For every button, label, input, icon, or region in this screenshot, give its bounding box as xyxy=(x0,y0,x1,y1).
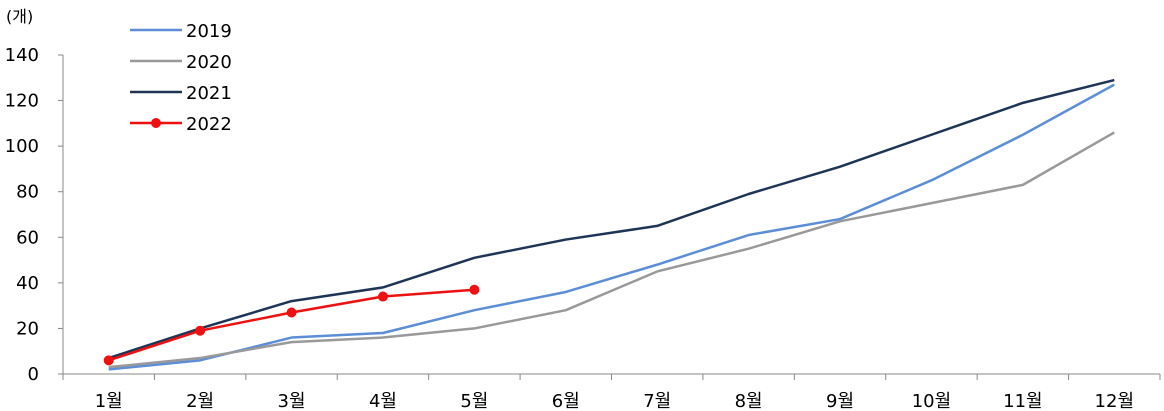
series-point-2022 xyxy=(103,355,114,366)
x-tick-label: 8월 xyxy=(735,391,763,411)
series-layer xyxy=(103,78,1115,371)
legend: 2019 2020 2021 2022 xyxy=(130,21,232,135)
x-tick-label: 12월 xyxy=(1095,391,1134,411)
y-tick-label: 100 xyxy=(5,136,39,157)
x-tick-label: 10월 xyxy=(912,391,951,411)
legend-label-2019: 2019 xyxy=(186,21,232,42)
y-axis-unit-label: (개) xyxy=(6,7,33,26)
x-tick-label: 5월 xyxy=(460,391,488,411)
x-tick-label: 11월 xyxy=(1003,391,1042,411)
series-point-2022 xyxy=(195,325,206,336)
legend-marker-2022 xyxy=(151,118,161,128)
axes: 0 20 40 60 80 100 120 140 1월 2월 3월 4월 5월 6월 7월 8월 9월 10월 1… xyxy=(5,45,1161,411)
y-tick-label: 120 xyxy=(5,91,39,112)
series-point-2022 xyxy=(377,291,388,302)
x-tick-label: 1월 xyxy=(95,391,123,411)
x-tick-label: 9월 xyxy=(826,391,854,411)
y-tick-label: 80 xyxy=(16,182,39,203)
legend-label-2021: 2021 xyxy=(186,83,232,104)
legend-label-2022: 2022 xyxy=(186,114,232,135)
legend-label-2020: 2020 xyxy=(186,52,232,73)
x-tick-label: 7월 xyxy=(643,391,671,411)
series-line-2020 xyxy=(108,131,1115,369)
series-point-2022 xyxy=(469,284,480,295)
series-line-2021 xyxy=(108,78,1115,360)
x-tick-label: 6월 xyxy=(552,391,580,411)
series-line-2019 xyxy=(108,83,1115,371)
x-tick-label: 4월 xyxy=(369,391,397,411)
y-tick-label: 0 xyxy=(28,364,39,385)
y-tick-label: 40 xyxy=(16,273,39,294)
series-point-2022 xyxy=(286,307,297,318)
x-tick-label: 3월 xyxy=(278,391,306,411)
y-tick-label: 140 xyxy=(5,45,39,66)
x-tick-label: 2월 xyxy=(186,391,214,411)
y-tick-label: 60 xyxy=(16,227,39,248)
y-tick-label: 20 xyxy=(16,318,39,339)
